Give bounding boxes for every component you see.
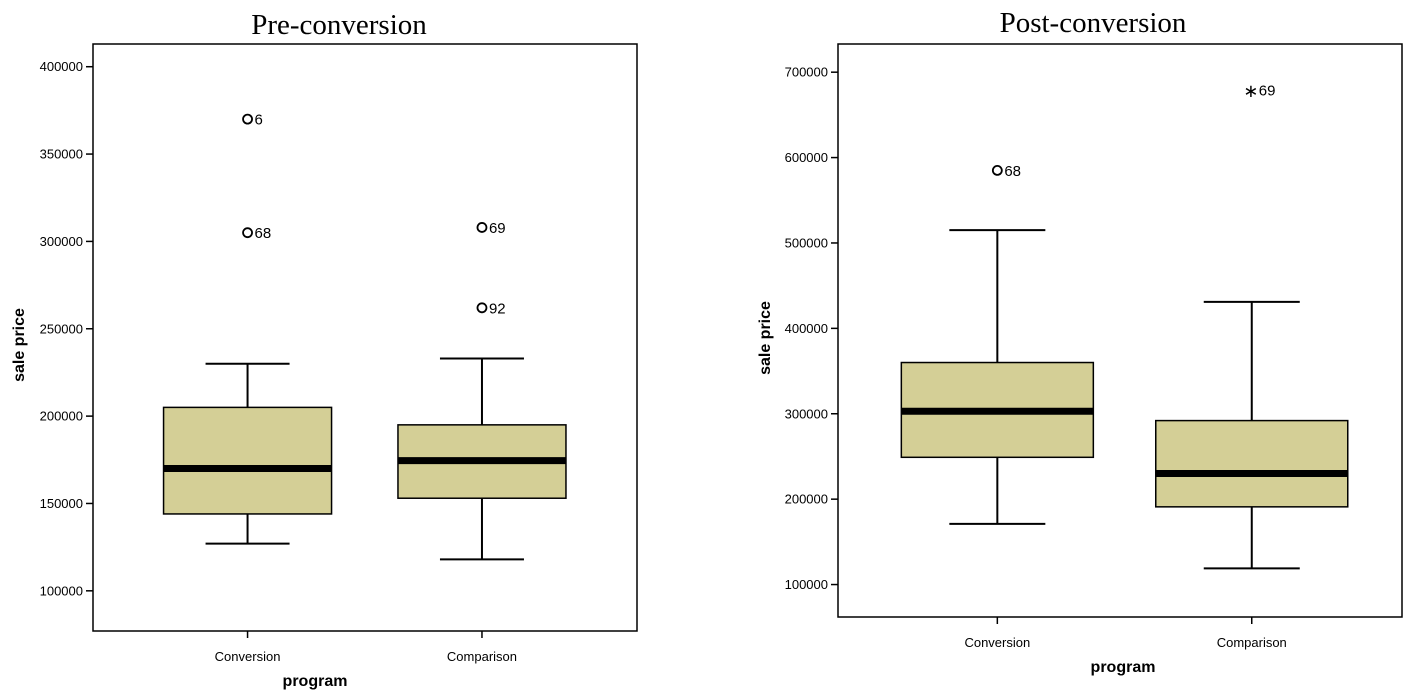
y-tick-label: 100000 — [785, 577, 828, 592]
y-axis-title: sale price — [11, 308, 28, 382]
y-tick-label: 250000 — [40, 321, 83, 336]
y-axis-title: sale price — [757, 301, 774, 375]
outlier-label: 6 — [255, 112, 263, 129]
y-tick-label: 200000 — [40, 409, 83, 424]
outlier-circle-marker — [476, 222, 488, 233]
y-tick-label: 500000 — [785, 235, 828, 250]
chart-post-conversion: Post-conversion program sale price 10000… — [705, 0, 1411, 693]
y-tick-label: 350000 — [40, 147, 83, 162]
chart-title: Post-conversion — [1000, 7, 1187, 39]
y-tick-label: 100000 — [40, 583, 83, 598]
x-tick-label: Conversion — [215, 649, 281, 664]
outlier-circle-marker — [476, 302, 488, 314]
y-tick-label: 700000 — [785, 65, 828, 80]
box-iqr — [1155, 419, 1349, 508]
outlier-label: 69 — [489, 220, 506, 237]
plot-frame — [92, 43, 638, 632]
y-tick-label: 600000 — [785, 150, 828, 165]
chart-marks: 100000 150000 200000 250000 300000 350000 4000… — [40, 59, 567, 664]
box-iqr — [162, 406, 333, 515]
x-tick-label: Conversion — [964, 635, 1030, 650]
outlier-label: 92 — [489, 300, 506, 317]
x-axis-title: program — [1091, 659, 1156, 676]
y-tick-label: 150000 — [40, 496, 83, 511]
outlier-label: 69 — [1259, 83, 1276, 100]
chart-pre-conversion-svg: Pre-conversion program sale price 100000… — [11, 9, 638, 690]
chart-marks: 100000 200000 300000 400000 500000 600000 7000… — [785, 65, 1349, 650]
y-tick-label: 300000 — [785, 406, 828, 421]
outlier-label: 68 — [1004, 163, 1021, 180]
y-tick-label: 200000 — [785, 492, 828, 507]
y-tick-label: 400000 — [40, 59, 83, 74]
y-tick-label: 400000 — [785, 321, 828, 336]
outlier-star-marker: ∗ — [1243, 81, 1258, 102]
chart-title: Pre-conversion — [251, 9, 427, 41]
x-tick-label: Comparison — [447, 649, 517, 664]
outlier-circle-marker — [242, 113, 253, 125]
chart-post-conversion-svg: Post-conversion program sale price 10000… — [757, 7, 1403, 676]
x-tick-label: Comparison — [1217, 635, 1287, 650]
outlier-circle-marker — [991, 164, 1003, 176]
outlier-label: 68 — [255, 225, 272, 242]
chart-pre-conversion: Pre-conversion program sale price 100000… — [0, 0, 705, 693]
y-tick-label: 300000 — [40, 234, 83, 249]
outlier-circle-marker — [242, 227, 253, 239]
plot-frame — [837, 43, 1403, 618]
x-axis-title: program — [283, 673, 348, 690]
